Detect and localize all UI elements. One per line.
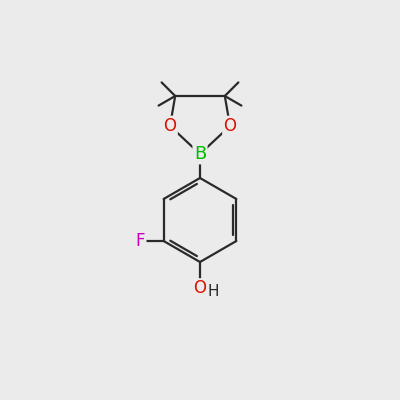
Text: O: O — [224, 117, 236, 135]
Text: O: O — [194, 279, 206, 297]
Text: F: F — [136, 232, 145, 250]
Text: H: H — [207, 284, 218, 299]
Text: B: B — [194, 145, 206, 163]
Text: O: O — [164, 117, 176, 135]
